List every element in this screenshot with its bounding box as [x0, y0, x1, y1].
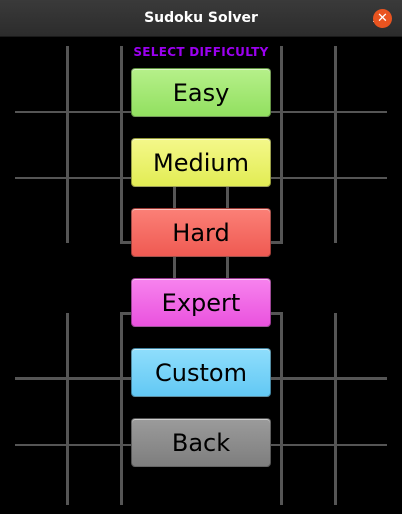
- close-icon: ✕: [377, 11, 388, 26]
- window-title: Sudoku Solver: [144, 10, 258, 26]
- grid-line: [280, 46, 283, 243]
- medium-button[interactable]: Medium: [131, 138, 271, 187]
- title-bar[interactable]: Sudoku Solver ✕: [0, 0, 402, 37]
- select-difficulty-heading: SELECT DIFFICULTY: [133, 45, 269, 59]
- hard-button[interactable]: Hard: [131, 208, 271, 257]
- grid-line: [66, 313, 69, 505]
- grid-line: [334, 46, 337, 243]
- grid-line: [120, 46, 123, 243]
- grid-line: [120, 313, 123, 505]
- close-button[interactable]: ✕: [373, 9, 392, 28]
- expert-button[interactable]: Expert: [131, 278, 271, 327]
- back-button[interactable]: Back: [131, 418, 271, 467]
- grid-line: [334, 313, 337, 505]
- easy-button[interactable]: Easy: [131, 68, 271, 117]
- grid-line: [280, 313, 283, 505]
- grid-line: [66, 46, 69, 243]
- custom-button[interactable]: Custom: [131, 348, 271, 397]
